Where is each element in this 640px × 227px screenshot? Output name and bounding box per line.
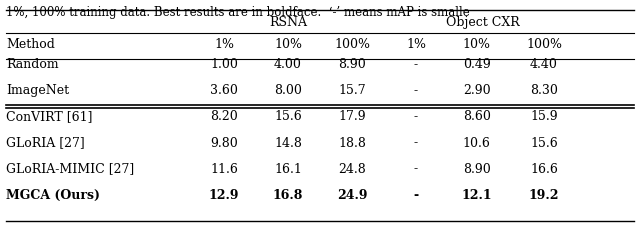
Text: 8.30: 8.30	[530, 84, 558, 97]
Text: 11.6: 11.6	[210, 163, 238, 176]
Text: -: -	[414, 58, 418, 71]
Text: 0.49: 0.49	[463, 58, 491, 71]
Text: 8.90: 8.90	[338, 58, 366, 71]
Text: 8.90: 8.90	[463, 163, 491, 176]
Text: 24.9: 24.9	[337, 189, 367, 202]
Text: 8.00: 8.00	[274, 84, 302, 97]
Text: 15.7: 15.7	[338, 84, 366, 97]
Text: 15.9: 15.9	[530, 110, 558, 123]
Text: -: -	[413, 189, 419, 202]
Text: 8.60: 8.60	[463, 110, 491, 123]
Text: RSNA: RSNA	[269, 16, 307, 29]
Text: MGCA (Ours): MGCA (Ours)	[6, 189, 100, 202]
Text: 15.6: 15.6	[530, 136, 558, 150]
Text: 10%: 10%	[463, 38, 491, 51]
Text: 1%: 1%	[214, 38, 234, 51]
Text: ImageNet: ImageNet	[6, 84, 70, 97]
Text: 100%: 100%	[334, 38, 370, 51]
Text: 4.00: 4.00	[274, 58, 302, 71]
Text: -: -	[414, 136, 418, 150]
Text: GLoRIA-MIMIC [27]: GLoRIA-MIMIC [27]	[6, 163, 134, 176]
Text: GLoRIA [27]: GLoRIA [27]	[6, 136, 85, 150]
Text: 16.6: 16.6	[530, 163, 558, 176]
Text: 10%: 10%	[274, 38, 302, 51]
Text: 1%: 1%	[406, 38, 426, 51]
Text: 24.8: 24.8	[338, 163, 366, 176]
Text: 12.1: 12.1	[461, 189, 492, 202]
Text: 9.80: 9.80	[210, 136, 238, 150]
Text: Random: Random	[6, 58, 59, 71]
Text: -: -	[414, 110, 418, 123]
Text: 17.9: 17.9	[338, 110, 366, 123]
Text: 15.6: 15.6	[274, 110, 302, 123]
Text: Object CXR: Object CXR	[446, 16, 520, 29]
Text: 1.00: 1.00	[210, 58, 238, 71]
Text: 8.20: 8.20	[210, 110, 238, 123]
Text: -: -	[414, 163, 418, 176]
Text: 19.2: 19.2	[529, 189, 559, 202]
Text: 14.8: 14.8	[274, 136, 302, 150]
Text: 16.1: 16.1	[274, 163, 302, 176]
Text: 1%, 100% training data. Best results are in boldface.  ‘-’ means mAP is smalle: 1%, 100% training data. Best results are…	[6, 6, 470, 19]
Text: 18.8: 18.8	[338, 136, 366, 150]
Text: 16.8: 16.8	[273, 189, 303, 202]
Text: 10.6: 10.6	[463, 136, 491, 150]
Text: ConVIRT [61]: ConVIRT [61]	[6, 110, 93, 123]
Text: 100%: 100%	[526, 38, 562, 51]
Text: 4.40: 4.40	[530, 58, 558, 71]
Text: 2.90: 2.90	[463, 84, 491, 97]
Text: -: -	[414, 84, 418, 97]
Text: 12.9: 12.9	[209, 189, 239, 202]
Text: Method: Method	[6, 38, 55, 51]
Text: 3.60: 3.60	[210, 84, 238, 97]
